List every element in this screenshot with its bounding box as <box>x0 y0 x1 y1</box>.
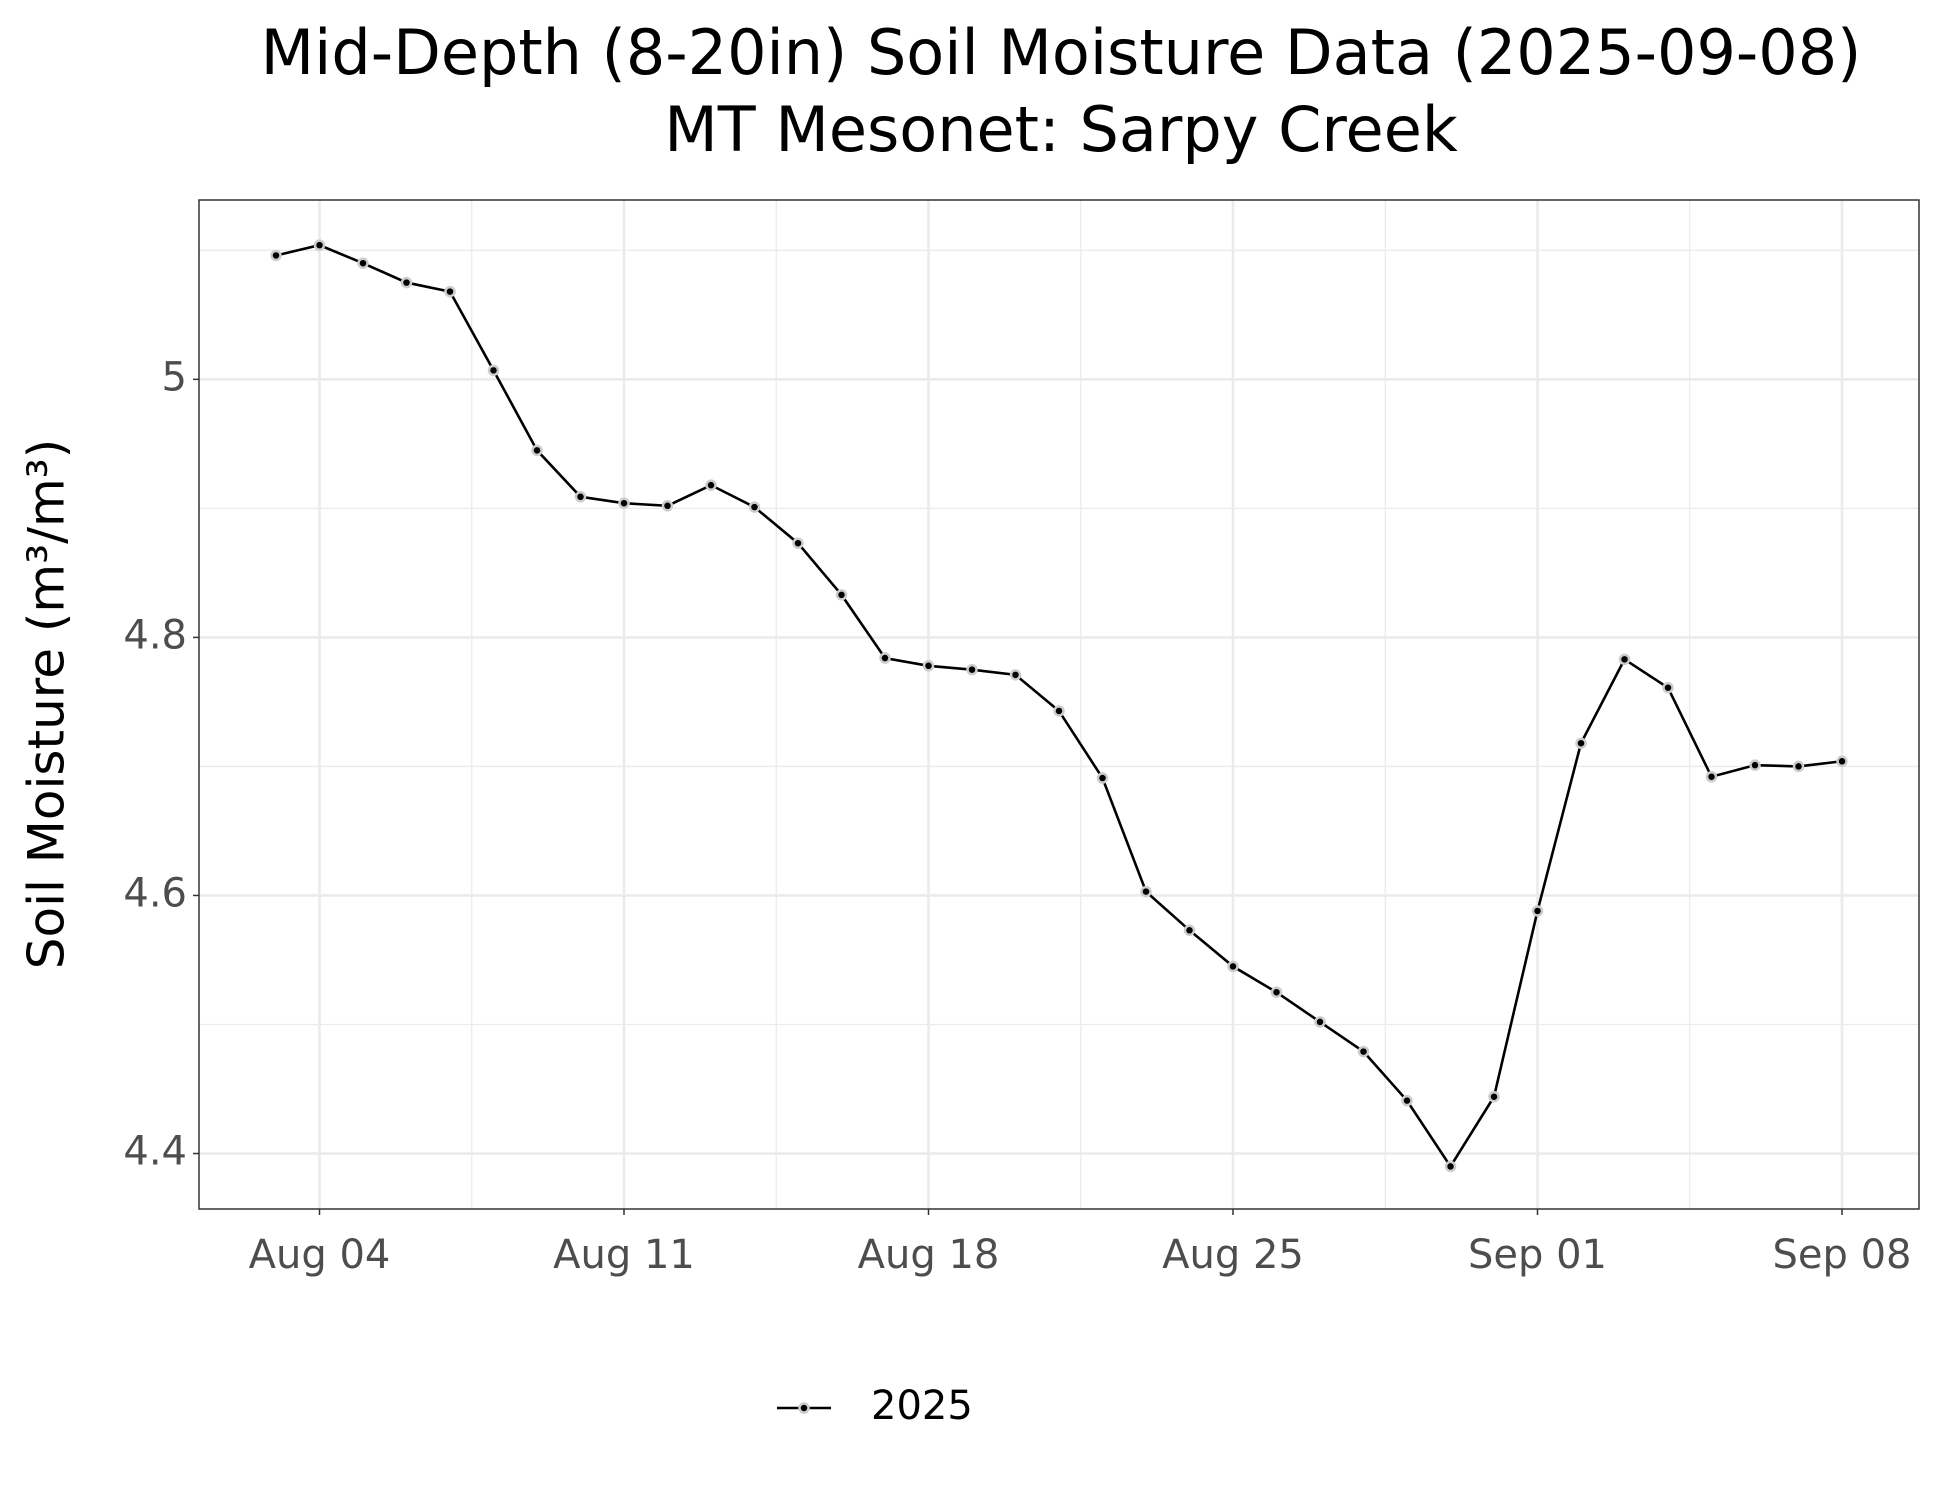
x-tick-label: Sep 08 <box>1772 1232 1911 1278</box>
data-point <box>1314 1016 1326 1028</box>
x-tick-label: Aug 25 <box>1162 1232 1304 1278</box>
data-point <box>835 589 848 601</box>
data-point <box>531 444 543 457</box>
data-point <box>574 491 587 503</box>
data-point <box>1009 669 1022 681</box>
data-point <box>705 479 717 491</box>
data-point <box>618 497 630 509</box>
data-point <box>1183 924 1196 937</box>
chart-title: Mid-Depth (8-20in) Soil Moisture Data (2… <box>261 16 1862 89</box>
plot-background <box>199 200 1919 1209</box>
data-point <box>487 364 500 377</box>
data-point <box>270 249 282 262</box>
data-point <box>400 276 413 289</box>
data-point <box>1792 760 1805 773</box>
data-point <box>1488 1090 1500 1103</box>
data-point <box>1053 705 1065 717</box>
y-tick-label: 4.8 <box>123 612 187 658</box>
data-point <box>792 537 804 549</box>
data-point <box>1618 653 1631 666</box>
data-point <box>922 660 935 672</box>
data-point <box>1357 1045 1370 1058</box>
data-point <box>1096 772 1109 784</box>
legend-label: 2025 <box>871 1383 973 1429</box>
data-point <box>1836 755 1848 768</box>
data-point <box>1531 905 1544 917</box>
data-point <box>313 239 326 251</box>
y-tick-label: 5 <box>162 354 187 400</box>
legend-point <box>798 1402 810 1414</box>
x-tick-label: Aug 18 <box>858 1232 1000 1278</box>
x-tick-label: Aug 11 <box>553 1232 695 1278</box>
data-point <box>748 501 761 513</box>
data-point <box>966 663 978 676</box>
data-point <box>444 285 456 298</box>
data-point <box>1140 885 1152 898</box>
data-point <box>1662 681 1674 694</box>
x-tick-label: Sep 01 <box>1468 1232 1607 1278</box>
data-point <box>1444 1160 1457 1173</box>
data-point <box>1401 1094 1413 1107</box>
data-point <box>357 257 369 269</box>
y-tick-label: 4.6 <box>123 870 187 916</box>
data-point <box>1270 986 1283 998</box>
chart-subtitle: MT Mesonet: Sarpy Creek <box>664 93 1458 166</box>
plot-border <box>198 199 1920 1210</box>
data-point <box>1705 771 1718 783</box>
data-point <box>879 652 891 664</box>
x-tick-label: Aug 04 <box>249 1232 391 1278</box>
data-point <box>1227 960 1239 973</box>
data-point <box>1749 759 1761 771</box>
data-point <box>661 500 674 512</box>
y-tick-label: 4.4 <box>123 1129 187 1175</box>
data-point <box>1575 737 1587 749</box>
y-axis-label: Soil Moisture (m³/m³) <box>18 439 76 969</box>
